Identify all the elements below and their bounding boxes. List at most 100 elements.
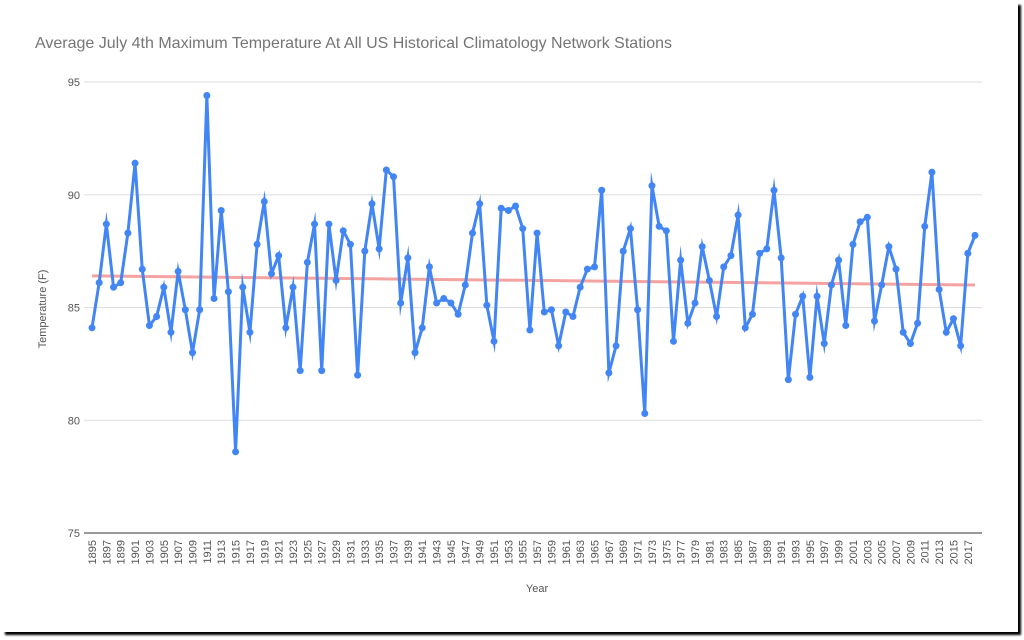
data-point bbox=[569, 313, 577, 321]
data-point bbox=[433, 299, 441, 307]
x-tick-label: 1951 bbox=[489, 540, 501, 564]
data-point bbox=[949, 315, 957, 323]
data-point bbox=[404, 254, 412, 262]
data-point bbox=[957, 342, 965, 350]
data-point bbox=[189, 349, 197, 357]
x-tick-label: 1939 bbox=[403, 540, 415, 564]
data-point bbox=[512, 202, 520, 210]
x-tick-label: 1947 bbox=[460, 540, 472, 564]
x-tick-label: 1991 bbox=[776, 540, 788, 564]
data-point bbox=[382, 166, 390, 174]
data-point bbox=[339, 227, 347, 235]
data-point bbox=[361, 247, 369, 255]
x-tick-label: 2009 bbox=[905, 540, 917, 564]
data-point bbox=[418, 324, 426, 332]
data-point bbox=[267, 270, 275, 278]
data-point bbox=[720, 263, 728, 271]
data-point bbox=[160, 283, 168, 291]
y-tick-label: 95 bbox=[68, 77, 80, 89]
data-point bbox=[145, 322, 153, 330]
data-point bbox=[368, 200, 376, 208]
data-point bbox=[88, 324, 96, 332]
data-point bbox=[576, 283, 584, 291]
x-tick-label: 1923 bbox=[288, 540, 300, 564]
x-tick-label: 1907 bbox=[173, 540, 185, 564]
data-point bbox=[641, 409, 649, 417]
data-point bbox=[971, 231, 979, 239]
data-point bbox=[425, 263, 433, 271]
x-tick-label: 1957 bbox=[532, 540, 544, 564]
x-tick-label: 1935 bbox=[374, 540, 386, 564]
data-point bbox=[684, 319, 692, 327]
data-point bbox=[526, 326, 534, 334]
x-tick-label: 1961 bbox=[561, 540, 573, 564]
data-point bbox=[842, 322, 850, 330]
data-point bbox=[124, 229, 132, 237]
data-point bbox=[806, 373, 814, 381]
data-point bbox=[763, 245, 771, 253]
data-point bbox=[325, 220, 333, 228]
data-point bbox=[468, 229, 476, 237]
data-point bbox=[734, 211, 742, 219]
data-point bbox=[181, 306, 189, 314]
x-tick-label: 1937 bbox=[389, 540, 401, 564]
data-point bbox=[483, 301, 491, 309]
x-tick-label: 2013 bbox=[934, 540, 946, 564]
x-tick-label: 1953 bbox=[503, 540, 515, 564]
data-point bbox=[490, 337, 498, 345]
x-tick-label: 1921 bbox=[274, 540, 286, 564]
data-point bbox=[540, 308, 548, 316]
data-point bbox=[303, 258, 311, 266]
data-point bbox=[497, 204, 505, 212]
y-tick-label: 85 bbox=[68, 303, 80, 315]
data-point bbox=[906, 340, 914, 348]
data-point bbox=[698, 243, 706, 251]
data-point bbox=[634, 306, 642, 314]
data-point bbox=[504, 207, 512, 215]
x-tick-label: 1945 bbox=[446, 540, 458, 564]
data-point bbox=[167, 328, 175, 336]
x-tick-label: 1971 bbox=[633, 540, 645, 564]
data-point bbox=[547, 306, 555, 314]
data-point bbox=[117, 279, 125, 287]
x-tick-label: 1983 bbox=[719, 540, 731, 564]
x-tick-label: 1997 bbox=[819, 540, 831, 564]
x-tick-label: 1903 bbox=[144, 540, 156, 564]
x-tick-label: 1949 bbox=[475, 540, 487, 564]
x-tick-label: 1985 bbox=[733, 540, 745, 564]
data-point bbox=[713, 313, 721, 321]
data-point bbox=[792, 310, 800, 318]
data-point bbox=[296, 367, 304, 375]
data-point bbox=[461, 281, 469, 289]
data-point bbox=[928, 168, 936, 176]
data-point bbox=[203, 92, 211, 100]
data-point bbox=[827, 281, 835, 289]
data-point bbox=[863, 213, 871, 221]
data-point bbox=[820, 340, 828, 348]
x-tick-label: 2011 bbox=[920, 540, 932, 564]
data-point bbox=[870, 317, 878, 325]
data-point bbox=[232, 448, 240, 456]
x-tick-label: 1929 bbox=[331, 540, 343, 564]
data-point bbox=[626, 225, 634, 233]
data-point bbox=[260, 198, 268, 206]
x-tick-label: 1979 bbox=[690, 540, 702, 564]
data-point bbox=[612, 342, 620, 350]
data-point bbox=[217, 207, 225, 215]
x-tick-label: 2003 bbox=[862, 540, 874, 564]
x-tick-label: 1901 bbox=[130, 540, 142, 564]
x-tick-label: 1917 bbox=[245, 540, 257, 564]
data-point bbox=[397, 299, 405, 307]
chart-title: Average July 4th Maximum Temperature At … bbox=[35, 35, 672, 52]
x-tick-label: 1969 bbox=[618, 540, 630, 564]
chart-card: Average July 4th Maximum Temperature At … bbox=[2, 2, 1018, 632]
data-point bbox=[253, 240, 261, 248]
x-tick-label: 1977 bbox=[676, 540, 688, 564]
data-point bbox=[447, 299, 455, 307]
data-point bbox=[691, 299, 699, 307]
data-point bbox=[224, 288, 232, 296]
data-point bbox=[669, 337, 677, 345]
data-point bbox=[390, 173, 398, 181]
data-point bbox=[102, 220, 110, 228]
x-tick-label: 1941 bbox=[417, 540, 429, 564]
